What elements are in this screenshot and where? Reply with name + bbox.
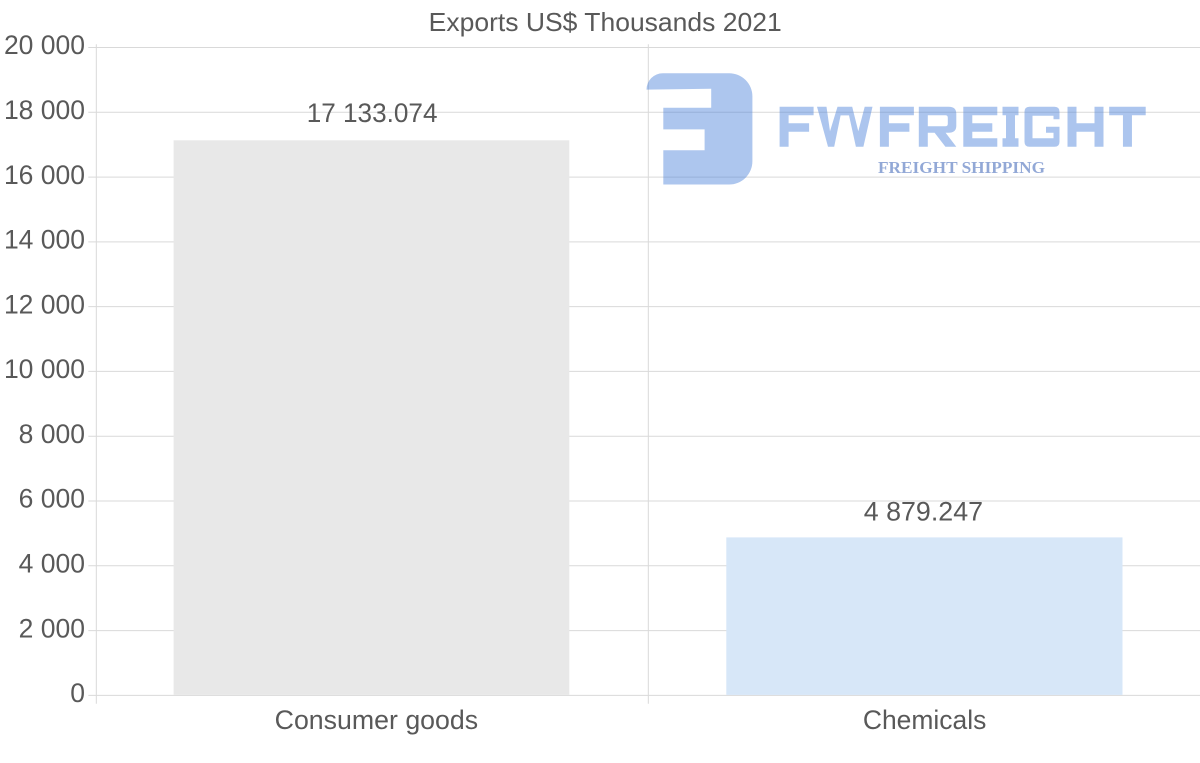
- svg-text:Consumer goods: Consumer goods: [275, 705, 479, 735]
- svg-text:0: 0: [70, 678, 85, 708]
- svg-text:18 000: 18 000: [4, 95, 85, 125]
- svg-text:FREIGHT SHIPPING: FREIGHT SHIPPING: [878, 158, 1045, 177]
- svg-text:4 000: 4 000: [19, 549, 85, 579]
- svg-text:6 000: 6 000: [19, 484, 85, 514]
- svg-text:20 000: 20 000: [4, 30, 85, 60]
- svg-text:4 879.247: 4 879.247: [864, 497, 983, 527]
- svg-text:17 133.074: 17 133.074: [307, 98, 438, 128]
- svg-text:16 000: 16 000: [4, 160, 85, 190]
- svg-text:14 000: 14 000: [4, 225, 85, 255]
- svg-text:2 000: 2 000: [19, 613, 85, 643]
- svg-text:10 000: 10 000: [4, 354, 85, 384]
- svg-text:Chemicals: Chemicals: [863, 705, 986, 735]
- svg-text:8 000: 8 000: [19, 419, 85, 449]
- svg-text:12 000: 12 000: [4, 289, 85, 319]
- svg-text:Exports US$ Thousands 2021: Exports US$ Thousands 2021: [429, 7, 782, 37]
